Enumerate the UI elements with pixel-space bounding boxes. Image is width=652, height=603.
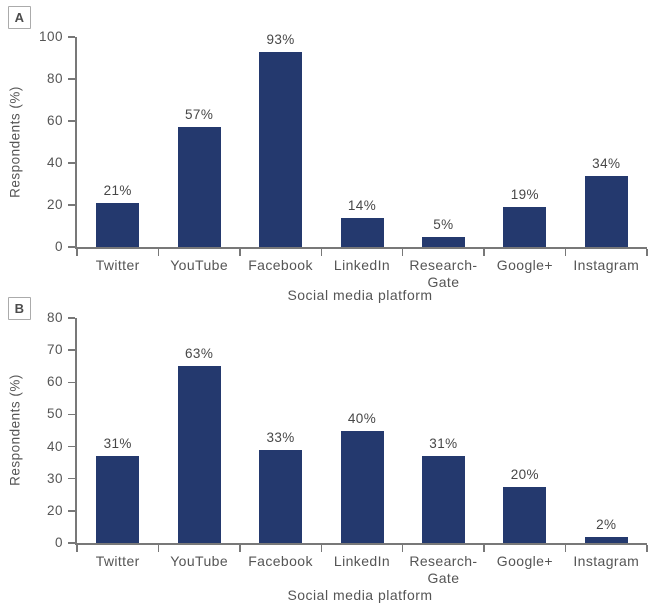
y-axis-title-b: Respondents (%) [7, 374, 23, 486]
bar-value-label: 33% [266, 430, 295, 446]
y-tick-label: 80 [46, 71, 63, 86]
x-tick [239, 249, 241, 256]
x-tick [76, 545, 78, 552]
y-tick [68, 317, 75, 319]
category-label: YouTube [170, 257, 229, 273]
bar [259, 51, 303, 247]
bar-value-label: 5% [433, 216, 454, 232]
x-tick [320, 249, 323, 256]
y-tick-label: 100 [38, 29, 63, 44]
bar [584, 175, 628, 247]
bar [177, 365, 221, 543]
x-tick [401, 545, 404, 552]
x-tick [564, 545, 567, 552]
category-label: Google+ [496, 553, 553, 569]
category-label: Google+ [496, 257, 553, 273]
x-tick [483, 249, 485, 256]
category-label: Twitter [95, 553, 140, 569]
bar-value-label: 31% [429, 435, 458, 451]
chart-panel-a: A Respondents (%) 0 20 40 60 80 100 21% Twitter… [0, 0, 652, 303]
bar-value-label: 19% [510, 187, 539, 203]
bar-value-label: 57% [185, 107, 214, 123]
y-tick [68, 542, 75, 544]
x-axis-title-b: Social media platform [287, 587, 433, 603]
chart-panel-b: B Respondents (%) 0 20 30 40 50 60 70 80 31% Twit… [0, 292, 652, 603]
bar [503, 207, 547, 247]
x-axis-title-a: Social media platform [287, 287, 433, 303]
y-tick [68, 477, 75, 480]
bar-value-label: 14% [347, 197, 377, 213]
x-tick [157, 545, 160, 552]
y-tick [68, 246, 75, 248]
bar-value-label: 93% [266, 31, 295, 47]
y-tick [68, 162, 75, 164]
y-tick [68, 349, 75, 351]
y-axis-title-a: Respondents (%) [7, 86, 23, 198]
bar-value-label: 2% [596, 517, 617, 533]
y-tick-label: 40 [46, 438, 63, 454]
y-tick [68, 413, 75, 416]
y-tick [68, 204, 75, 206]
x-tick [564, 249, 567, 256]
x-tick [76, 249, 78, 256]
bar-value-label: 21% [103, 182, 132, 198]
y-tick-label: 40 [46, 155, 63, 170]
category-label: LinkedIn [333, 553, 391, 569]
y-tick-label: 80 [46, 310, 63, 325]
bar [259, 450, 303, 543]
bar-value-label: 40% [347, 410, 377, 426]
category-label: LinkedIn [333, 257, 391, 273]
y-tick-label: 30 [46, 470, 63, 486]
y-tick [68, 78, 75, 80]
bar [421, 236, 465, 247]
category-label: Facebook [248, 257, 313, 273]
y-tick-label: 60 [46, 374, 63, 390]
category-label: Facebook [248, 553, 313, 569]
y-tick-label: 60 [46, 113, 63, 128]
x-tick [157, 249, 160, 256]
y-tick-label: 0 [54, 535, 63, 550]
y-tick-label: 70 [46, 342, 63, 358]
y-tick [68, 510, 75, 512]
y-tick-label: 20 [46, 197, 63, 212]
x-tick [239, 545, 241, 552]
y-tick [68, 36, 75, 38]
y-tick [68, 445, 75, 448]
plot-area-b: 0 20 30 40 50 60 70 80 31% Twitter 63% YouTube 33% Fa… [47, 310, 648, 586]
y-tick [68, 381, 75, 384]
bar [584, 537, 628, 543]
x-tick [483, 545, 485, 552]
y-tick [68, 120, 75, 122]
panel-b-badge: B [8, 297, 31, 320]
bar [503, 486, 547, 543]
y-tick-label: 50 [46, 406, 63, 422]
bar-value-label: 63% [185, 345, 214, 361]
category-label: YouTube [170, 553, 229, 569]
plot-area-a: 0 20 40 60 80 100 21% Twitter 57% YouTube 93% Faceb… [39, 29, 648, 290]
bar-value-label: 20% [510, 466, 539, 482]
x-tick [320, 545, 323, 552]
bar-value-label: 34% [592, 155, 621, 171]
x-tick [401, 249, 404, 256]
bar [421, 455, 465, 543]
panel-a-badge: A [8, 6, 31, 29]
x-tick [646, 249, 648, 256]
category-label: Instagram [573, 553, 640, 569]
category-label: Research- Gate [409, 553, 478, 586]
category-label: Instagram [573, 257, 640, 273]
y-tick-label: 20 [46, 502, 63, 518]
x-tick [646, 545, 648, 552]
bar [177, 127, 221, 247]
bar [96, 202, 140, 247]
category-label: Research- Gate [409, 257, 478, 290]
bar-value-label: 31% [103, 435, 132, 451]
y-tick-label: 0 [54, 239, 63, 254]
bar [96, 455, 140, 543]
category-label: Twitter [95, 257, 140, 273]
bar [340, 217, 384, 247]
bar [340, 430, 384, 543]
